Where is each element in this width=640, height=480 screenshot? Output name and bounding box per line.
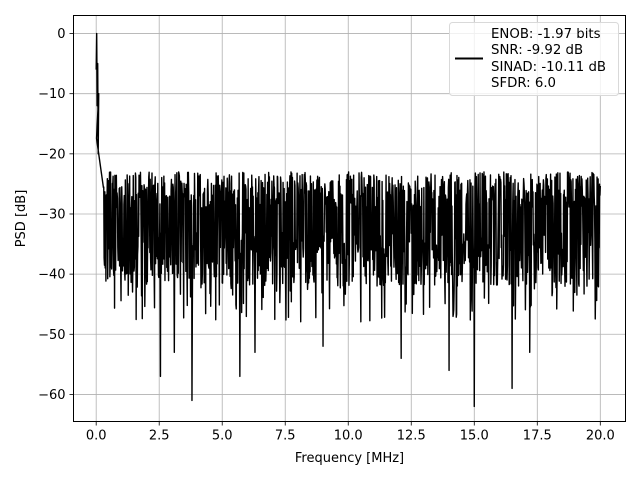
y-axis-ticks: 0 −10 −20 −30 −40 −50 −60 — [38, 27, 74, 403]
y-tick-label: −60 — [38, 388, 65, 403]
x-tick-label: 17.5 — [523, 429, 552, 444]
x-tick-label: 0.0 — [86, 429, 107, 444]
x-tick-label: 12.5 — [397, 429, 426, 444]
y-tick-label: 0 — [57, 27, 65, 42]
y-tick-label: −40 — [38, 268, 65, 283]
legend-line-sfdr: SFDR: 6.0 — [491, 76, 556, 91]
x-tick-label: 7.5 — [275, 429, 296, 444]
plot-frame — [73, 15, 626, 422]
legend-line-sinad: SINAD: -10.11 dB — [491, 60, 606, 75]
legend-line-snr: SNR: -9.92 dB — [491, 43, 583, 58]
x-tick-label: 20.0 — [586, 429, 615, 444]
x-tick-label: 2.5 — [149, 429, 170, 444]
x-axis-ticks: 0.0 2.5 5.0 7.5 10.0 12.5 15.0 17.5 20.0 — [86, 421, 615, 444]
y-tick-label: −30 — [38, 207, 65, 222]
legend-line-enob: ENOB: -1.97 bits — [491, 27, 601, 42]
x-axis-label: Frequency [MHz] — [295, 451, 404, 466]
x-tick-label: 5.0 — [212, 429, 233, 444]
psd-series — [95, 32, 601, 408]
x-tick-label: 10.0 — [334, 429, 363, 444]
psd-line — [95, 32, 601, 408]
legend-box — [449, 22, 619, 96]
y-tick-label: −50 — [38, 328, 65, 343]
y-tick-label: −10 — [38, 87, 65, 102]
y-axis-label: PSD [dB] — [14, 190, 29, 248]
x-tick-label: 15.0 — [460, 429, 489, 444]
legend: ENOB: -1.97 bits SNR: -9.92 dB SINAD: -1… — [449, 22, 619, 96]
y-tick-label: −20 — [38, 147, 65, 162]
